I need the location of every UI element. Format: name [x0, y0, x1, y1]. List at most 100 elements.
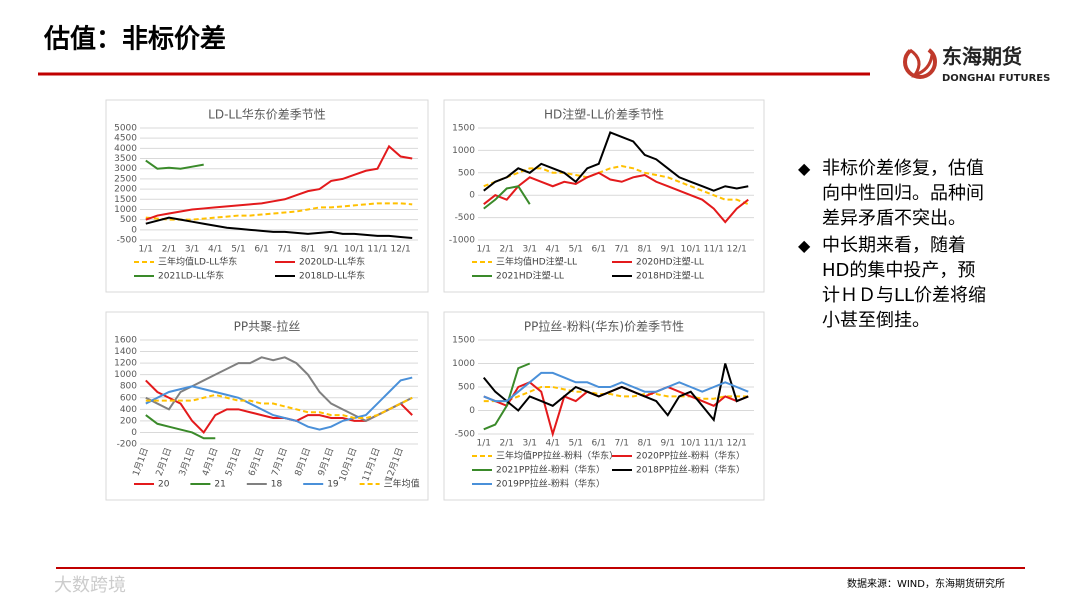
- x-tick-label: 12/1: [391, 245, 411, 255]
- legend-label: 2019PP拉丝-粉料（华东）: [496, 478, 605, 490]
- chart: LD-LL华东价差季节性 -500050010001500200025003000…: [105, 99, 429, 293]
- logo-mark: [903, 45, 937, 79]
- y-tick-label: 1000: [114, 370, 137, 380]
- series-line: [145, 216, 413, 239]
- x-tick-label: 9/1: [324, 245, 338, 255]
- legend-label: 2020HD注塑-LL: [636, 256, 704, 268]
- y-tick-label: -1000: [449, 236, 475, 246]
- y-tick-label: 600: [120, 393, 137, 403]
- x-tick-label: 6/1: [592, 245, 606, 255]
- legend-label: 三年均值LD-LL华东: [158, 256, 237, 268]
- x-tick-label: 11/1: [704, 245, 724, 255]
- x-tick-label: 2/1: [162, 245, 176, 255]
- bullet: ◆ 中长期来看，随着HD的集中投产，预计ＨＤ与LL价差将缩小甚至倒挂。: [798, 235, 987, 331]
- chart-title: LD-LL华东价差季节性: [208, 108, 326, 122]
- logo: 东海期货 DONGHAI FUTURES: [903, 45, 1050, 84]
- y-tick-label: 1000: [114, 205, 137, 215]
- x-tick-label: 7/1: [615, 245, 629, 255]
- bullet: ◆ 非标价差修复，估值向中性回归。品种间差异矛盾不突出。: [798, 158, 984, 229]
- y-tick-label: 1500: [452, 336, 475, 346]
- series-line: [483, 131, 749, 192]
- x-tick-label: 6/1: [592, 439, 606, 449]
- series-line: [483, 171, 749, 224]
- x-tick-label: 4/1: [546, 245, 560, 255]
- legend-label: 三年均值: [384, 478, 420, 490]
- legend-label: 2020LD-LL华东: [299, 256, 365, 268]
- y-tick-label: 3500: [114, 154, 137, 164]
- x-tick-label: 3/1: [523, 439, 537, 449]
- x-tick-label: 7/1: [615, 439, 629, 449]
- source: 数据来源：WIND，东海期货研究所: [847, 577, 1005, 590]
- x-tick-label: 10/1: [681, 245, 701, 255]
- slide-title: 估值：非标价差: [43, 24, 226, 55]
- legend-label: 21: [214, 480, 225, 490]
- x-tick-label: 8/1: [638, 439, 652, 449]
- y-tick-label: 2000: [114, 185, 137, 195]
- series-line: [483, 185, 531, 210]
- x-tick-label: 1/1: [139, 245, 153, 255]
- y-tick-label: -500: [117, 236, 138, 246]
- x-tick-label: 2/1: [500, 245, 514, 255]
- chart-frame: [443, 311, 765, 501]
- x-tick-label: 10/1: [681, 439, 701, 449]
- legend-label: 2018PP拉丝-粉料（华东）: [636, 464, 745, 476]
- x-tick-label: 6/1: [254, 245, 268, 255]
- x-tick-label: 8/1: [301, 245, 315, 255]
- y-tick-label: 3000: [114, 164, 137, 174]
- x-tick-label: 1/1: [477, 245, 491, 255]
- series-line: [483, 362, 531, 431]
- y-tick-label: 800: [120, 382, 137, 392]
- x-tick-label: 2/1: [500, 439, 514, 449]
- chart-title: PP共聚-拉丝: [234, 319, 301, 334]
- series-line: [145, 202, 413, 221]
- y-tick-label: 200: [120, 416, 137, 426]
- x-tick-label: 1/1: [477, 439, 491, 449]
- legend-label: 20: [158, 480, 170, 490]
- legend-label: 2020PP拉丝-粉料（华东）: [636, 450, 745, 462]
- chart: HD注塑-LL价差季节性 -1000 -500 0 500 1000 1500 1/1 2/1 3…: [443, 99, 765, 293]
- y-tick-label: 0: [469, 406, 475, 416]
- y-tick-label: 0: [131, 428, 137, 438]
- y-tick-label: 2500: [114, 174, 137, 184]
- y-tick-label: 1000: [452, 146, 475, 156]
- series-line: [145, 144, 413, 221]
- chart: PP拉丝-粉料(华东)价差季节性 -500 0 500 1000 1500 1/1 2/1 3/…: [443, 311, 765, 501]
- x-tick-label: 4/1: [546, 439, 560, 449]
- y-tick-label: 4500: [114, 134, 137, 144]
- legend-label: 2018LD-LL华东: [299, 270, 365, 282]
- x-tick-label: 5/1: [569, 439, 583, 449]
- series-line: [145, 393, 413, 419]
- y-tick-label: 500: [458, 168, 475, 178]
- y-tick-label: -500: [455, 430, 476, 440]
- logo-cn: 东海期货: [942, 45, 1022, 69]
- x-tick-label: 12/1: [727, 439, 747, 449]
- y-tick-label: 5000: [114, 124, 137, 134]
- legend-label: 2021LD-LL华东: [158, 270, 224, 282]
- y-tick-label: -500: [455, 213, 476, 223]
- y-tick-label: 500: [458, 383, 475, 393]
- x-tick-label: 9/1: [661, 439, 675, 449]
- chart-title: PP拉丝-粉料(华东)价差季节性: [524, 319, 684, 334]
- y-tick-label: 400: [120, 405, 137, 415]
- series-line: [145, 376, 413, 431]
- y-tick-label: 1200: [114, 359, 137, 369]
- y-tick-label: 4000: [114, 144, 137, 154]
- legend-label: 19: [327, 480, 339, 490]
- y-tick-label: 1600: [114, 336, 137, 346]
- x-tick-label: 5/1: [231, 245, 245, 255]
- x-tick-label: 11/1: [704, 439, 724, 449]
- y-tick-label: -200: [117, 440, 138, 450]
- logo-en: DONGHAI FUTURES: [942, 73, 1050, 84]
- bullet-text: 中长期来看，随着HD的集中投产，预计ＨＤ与LL价差将缩小甚至倒挂。: [822, 235, 987, 331]
- x-tick-label: 10/1: [344, 245, 364, 255]
- x-tick-label: 5/1: [569, 245, 583, 255]
- x-tick-label: 8/1: [638, 245, 652, 255]
- legend-label: 18: [271, 480, 283, 490]
- legend-label: 三年均值HD注塑-LL: [496, 256, 577, 268]
- series-line: [145, 159, 204, 170]
- chart-frame: [105, 99, 429, 293]
- series-line: [145, 414, 216, 440]
